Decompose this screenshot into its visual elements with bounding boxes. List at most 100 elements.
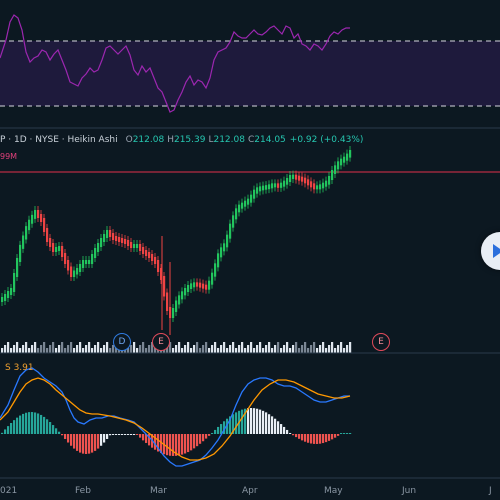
rsi-band bbox=[0, 41, 500, 106]
candle bbox=[310, 181, 313, 188]
volume-bar bbox=[28, 348, 31, 353]
macd-histogram-bar bbox=[235, 412, 238, 434]
macd-histogram-bar bbox=[274, 418, 277, 434]
volume-bar bbox=[31, 345, 34, 353]
volume-bar bbox=[49, 345, 52, 353]
open-key: O bbox=[125, 135, 133, 145]
earnings-marker[interactable]: E bbox=[152, 333, 170, 351]
dividend-marker[interactable]: D bbox=[113, 333, 131, 351]
volume-bar bbox=[259, 342, 262, 353]
open-value: 212.08 bbox=[132, 135, 165, 145]
volume-bar bbox=[25, 342, 28, 353]
macd-histogram-bar bbox=[208, 434, 211, 436]
volume-bar bbox=[82, 348, 85, 353]
macd-histogram-bar bbox=[184, 434, 187, 454]
macd-histogram-bar bbox=[4, 429, 7, 434]
volume-bar bbox=[4, 345, 7, 353]
macd-histogram-bar bbox=[202, 434, 205, 442]
macd-histogram-bar bbox=[304, 434, 307, 442]
candle bbox=[307, 179, 310, 186]
macd-histogram-bar bbox=[16, 417, 19, 434]
candle bbox=[79, 264, 82, 272]
volume-bar bbox=[178, 342, 181, 353]
candle bbox=[331, 170, 334, 180]
volume-bar bbox=[52, 342, 55, 353]
volume-bar bbox=[325, 348, 328, 353]
macd-histogram-bar bbox=[319, 434, 322, 444]
volume-bar bbox=[331, 342, 334, 353]
volume-bar bbox=[58, 345, 61, 353]
macd-histogram-bar bbox=[325, 434, 328, 443]
macd-histogram-bar bbox=[226, 418, 229, 434]
volume-bar bbox=[295, 342, 298, 353]
price-level-label: 99M bbox=[0, 152, 18, 161]
macd-histogram-bar bbox=[103, 434, 106, 443]
volume-bar bbox=[187, 342, 190, 353]
candle bbox=[280, 182, 283, 188]
candle bbox=[139, 244, 142, 251]
close-key: C bbox=[247, 135, 255, 145]
volume-bar bbox=[283, 345, 286, 353]
candle bbox=[232, 215, 235, 228]
candle bbox=[88, 260, 91, 264]
candle bbox=[25, 226, 28, 240]
macd-histogram-bar bbox=[40, 414, 43, 434]
volume-bar bbox=[19, 348, 22, 353]
volume-bar bbox=[64, 348, 67, 353]
macd-histogram-bar bbox=[256, 408, 259, 434]
macd-histogram-bar bbox=[7, 426, 10, 434]
macd-histogram bbox=[1, 408, 352, 456]
volume-bar bbox=[100, 348, 103, 353]
macd-histogram-bar bbox=[49, 422, 52, 434]
candle bbox=[10, 288, 13, 295]
volume-bar bbox=[346, 345, 349, 353]
macd-histogram-bar bbox=[136, 434, 139, 435]
volume-bar bbox=[103, 345, 106, 353]
volume-bar bbox=[289, 348, 292, 353]
macd-histogram-bar bbox=[259, 409, 262, 434]
close-value: 214.05 bbox=[254, 135, 286, 145]
macd-histogram-bar bbox=[334, 434, 337, 438]
candle bbox=[13, 273, 16, 292]
candle bbox=[97, 243, 100, 252]
candle bbox=[295, 174, 298, 180]
candle bbox=[145, 250, 148, 256]
candle bbox=[130, 242, 133, 248]
volume-bar bbox=[220, 345, 223, 353]
volume-bar bbox=[130, 345, 133, 353]
volume-bar bbox=[337, 345, 340, 353]
candle bbox=[316, 185, 319, 190]
candle bbox=[7, 291, 10, 298]
candle bbox=[208, 280, 211, 290]
candle bbox=[127, 240, 130, 246]
scroll-to-realtime-button[interactable] bbox=[481, 232, 500, 270]
candle bbox=[91, 254, 94, 264]
candle bbox=[172, 308, 175, 318]
candle bbox=[304, 177, 307, 184]
macd-histogram-bar bbox=[166, 434, 169, 456]
earnings-marker-upcoming[interactable]: E bbox=[372, 333, 390, 351]
volume-bar bbox=[73, 348, 76, 353]
macd-histogram-bar bbox=[115, 434, 118, 435]
volume-bar bbox=[280, 348, 283, 353]
candle bbox=[37, 210, 40, 218]
candle bbox=[196, 282, 199, 287]
macd-histogram-bar bbox=[211, 432, 214, 434]
macd-histogram-bar bbox=[82, 434, 85, 454]
volume-bar bbox=[202, 345, 205, 353]
low-value: 212.08 bbox=[213, 135, 245, 145]
candle bbox=[256, 187, 259, 194]
macd-line bbox=[0, 367, 350, 467]
volume-bar bbox=[7, 342, 10, 353]
candle bbox=[313, 183, 316, 190]
candle bbox=[241, 202, 244, 209]
volume-bar bbox=[262, 348, 265, 353]
volume-bar bbox=[271, 348, 274, 353]
symbol-info-bar: P · 1D · NYSE · Heikin Ashi O 212.08 H 215… bbox=[0, 132, 363, 148]
macd-histogram-bar bbox=[28, 412, 31, 434]
scroll-right-icon bbox=[493, 244, 500, 258]
volume-bar bbox=[343, 348, 346, 353]
candle bbox=[268, 184, 271, 190]
candle bbox=[265, 185, 268, 190]
